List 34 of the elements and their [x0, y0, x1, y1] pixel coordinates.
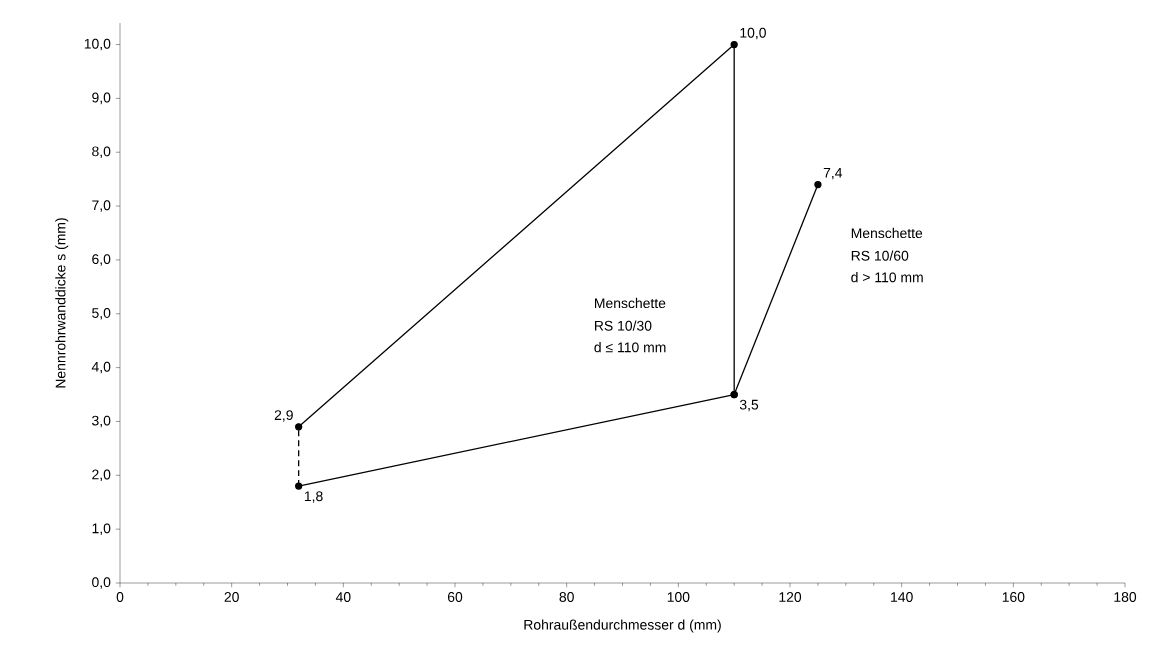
y-tick-label: 0,0 [92, 577, 111, 589]
x-tick-label: 100 [667, 592, 690, 602]
y-axis-title: Nennrohrwanddicke s (mm) [55, 218, 69, 388]
x-tick-label: 80 [559, 592, 574, 602]
y-tick-label: 2,0 [92, 469, 111, 482]
y-tick-label: 3,0 [92, 415, 111, 428]
y-tick-label: 7,0 [92, 200, 111, 212]
y-tick-label: 5,0 [92, 307, 111, 320]
y-tick-label: 6,0 [92, 254, 111, 266]
annotation: Menschette [594, 297, 666, 309]
y-tick-label: 1,0 [92, 523, 111, 535]
annotation: Menschette [851, 227, 923, 239]
annotation: RS 10/30 [594, 320, 652, 331]
y-tick-label: 4,0 [91, 361, 111, 374]
y-tick-label: 10,0 [84, 38, 111, 51]
x-tick-label: 140 [891, 592, 913, 602]
y-tick-label: 8,0 [92, 146, 111, 158]
y-tick-label: 9,0 [92, 92, 111, 105]
data-label: 10,0 [740, 27, 766, 40]
annotation: RS 10/60 [851, 250, 909, 261]
data-label: 7,4 [823, 167, 843, 180]
x-tick-label: 120 [779, 592, 802, 602]
x-axis-title: Rohraußendurchmesser d (mm) [524, 619, 721, 633]
x-tick-label: 0 [116, 592, 124, 602]
x-tick-label: 20 [224, 592, 239, 602]
data-label: 1,8 [304, 491, 323, 503]
x-tick-label: 40 [335, 592, 351, 602]
x-tick-label: 180 [1114, 592, 1137, 602]
data-label: 2,9 [274, 410, 293, 422]
annotation: d > 110 mm [851, 272, 923, 283]
x-tick-label: 160 [1002, 592, 1025, 602]
x-tick-label: 60 [447, 592, 463, 602]
data-label: 3,5 [739, 399, 759, 412]
annotation: d ≤ 110 mm [594, 342, 666, 353]
